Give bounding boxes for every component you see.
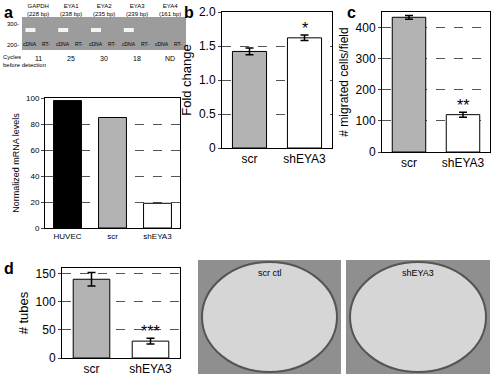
svg-text:0: 0 xyxy=(35,224,40,233)
svg-text:b: b xyxy=(184,4,194,21)
svg-text:cDNA: cDNA xyxy=(89,41,103,47)
svg-text:cDNA: cDNA xyxy=(155,41,169,47)
svg-text:**: ** xyxy=(457,97,469,114)
svg-text:cDNA: cDNA xyxy=(56,41,70,47)
svg-text:60: 60 xyxy=(30,146,39,155)
svg-text:cDNA: cDNA xyxy=(122,41,136,47)
svg-text:ND: ND xyxy=(165,55,175,62)
svg-text:11: 11 xyxy=(35,55,42,62)
svg-text:100: 100 xyxy=(36,295,56,309)
svg-text:1.5: 1.5 xyxy=(199,39,216,53)
svg-text:c: c xyxy=(347,4,356,21)
svg-text:a: a xyxy=(4,4,13,21)
svg-text:# migrated cells/field: # migrated cells/field xyxy=(337,27,351,136)
svg-text:scr ctl: scr ctl xyxy=(258,268,282,278)
svg-text:50: 50 xyxy=(42,323,56,337)
svg-text:300: 300 xyxy=(356,52,376,66)
svg-text:shEYA3: shEYA3 xyxy=(143,232,172,241)
svg-text:d: d xyxy=(4,260,14,277)
svg-text:HUVEC: HUVEC xyxy=(53,232,81,241)
svg-text:cDNA: cDNA xyxy=(23,41,37,47)
svg-text:150: 150 xyxy=(36,267,56,281)
svg-text:scr: scr xyxy=(401,156,417,170)
svg-text:Fold change: Fold change xyxy=(179,44,194,116)
svg-text:GAPDH(228 bp): GAPDH(228 bp) xyxy=(27,3,49,17)
svg-text:scr: scr xyxy=(84,362,100,376)
svg-text:RT-: RT- xyxy=(108,41,116,47)
svg-text:shEYA3: shEYA3 xyxy=(442,156,485,170)
svg-text:Cyclesbefore detection: Cyclesbefore detection xyxy=(3,54,46,68)
svg-text:100: 100 xyxy=(26,94,40,103)
svg-text:Normalized mRNA levels: Normalized mRNA levels xyxy=(11,113,21,213)
svg-text:*: * xyxy=(302,20,308,37)
svg-text:0: 0 xyxy=(369,145,376,159)
svg-text:20: 20 xyxy=(30,198,39,207)
svg-text:EYA4(161 bp): EYA4(161 bp) xyxy=(159,3,181,17)
svg-text:RT-: RT- xyxy=(75,41,83,47)
svg-text:300-: 300- xyxy=(7,21,19,27)
svg-text:shEYA3: shEYA3 xyxy=(283,152,326,166)
svg-text:200-: 200- xyxy=(7,42,19,48)
svg-text:0.5: 0.5 xyxy=(199,107,216,121)
svg-text:400: 400 xyxy=(356,21,376,35)
svg-text:shEYA3: shEYA3 xyxy=(129,362,172,376)
svg-text:40: 40 xyxy=(30,172,39,181)
svg-text:scr: scr xyxy=(107,232,118,241)
svg-text:25: 25 xyxy=(67,55,75,62)
svg-text:100: 100 xyxy=(356,114,376,128)
svg-text:EYA3(239 bp): EYA3(239 bp) xyxy=(126,3,148,17)
svg-text:30: 30 xyxy=(100,55,108,62)
svg-text:1.0: 1.0 xyxy=(199,73,216,87)
svg-text:80: 80 xyxy=(30,120,39,129)
svg-text:0: 0 xyxy=(49,351,56,365)
svg-text:***: *** xyxy=(141,323,160,340)
svg-text:200: 200 xyxy=(356,83,376,97)
svg-text:2.0: 2.0 xyxy=(199,5,216,19)
svg-text:# tubes: # tubes xyxy=(16,291,31,334)
svg-text:RT-: RT- xyxy=(174,41,182,47)
svg-text:RT-: RT- xyxy=(42,41,50,47)
svg-text:RT-: RT- xyxy=(141,41,149,47)
svg-text:EYA1(238 bp): EYA1(238 bp) xyxy=(60,3,82,17)
svg-text:EYA2(235 bp): EYA2(235 bp) xyxy=(93,3,115,17)
svg-text:scr: scr xyxy=(242,152,258,166)
svg-text:18: 18 xyxy=(133,55,141,62)
svg-text:0: 0 xyxy=(209,141,216,155)
svg-text:shEYA3: shEYA3 xyxy=(402,268,434,278)
